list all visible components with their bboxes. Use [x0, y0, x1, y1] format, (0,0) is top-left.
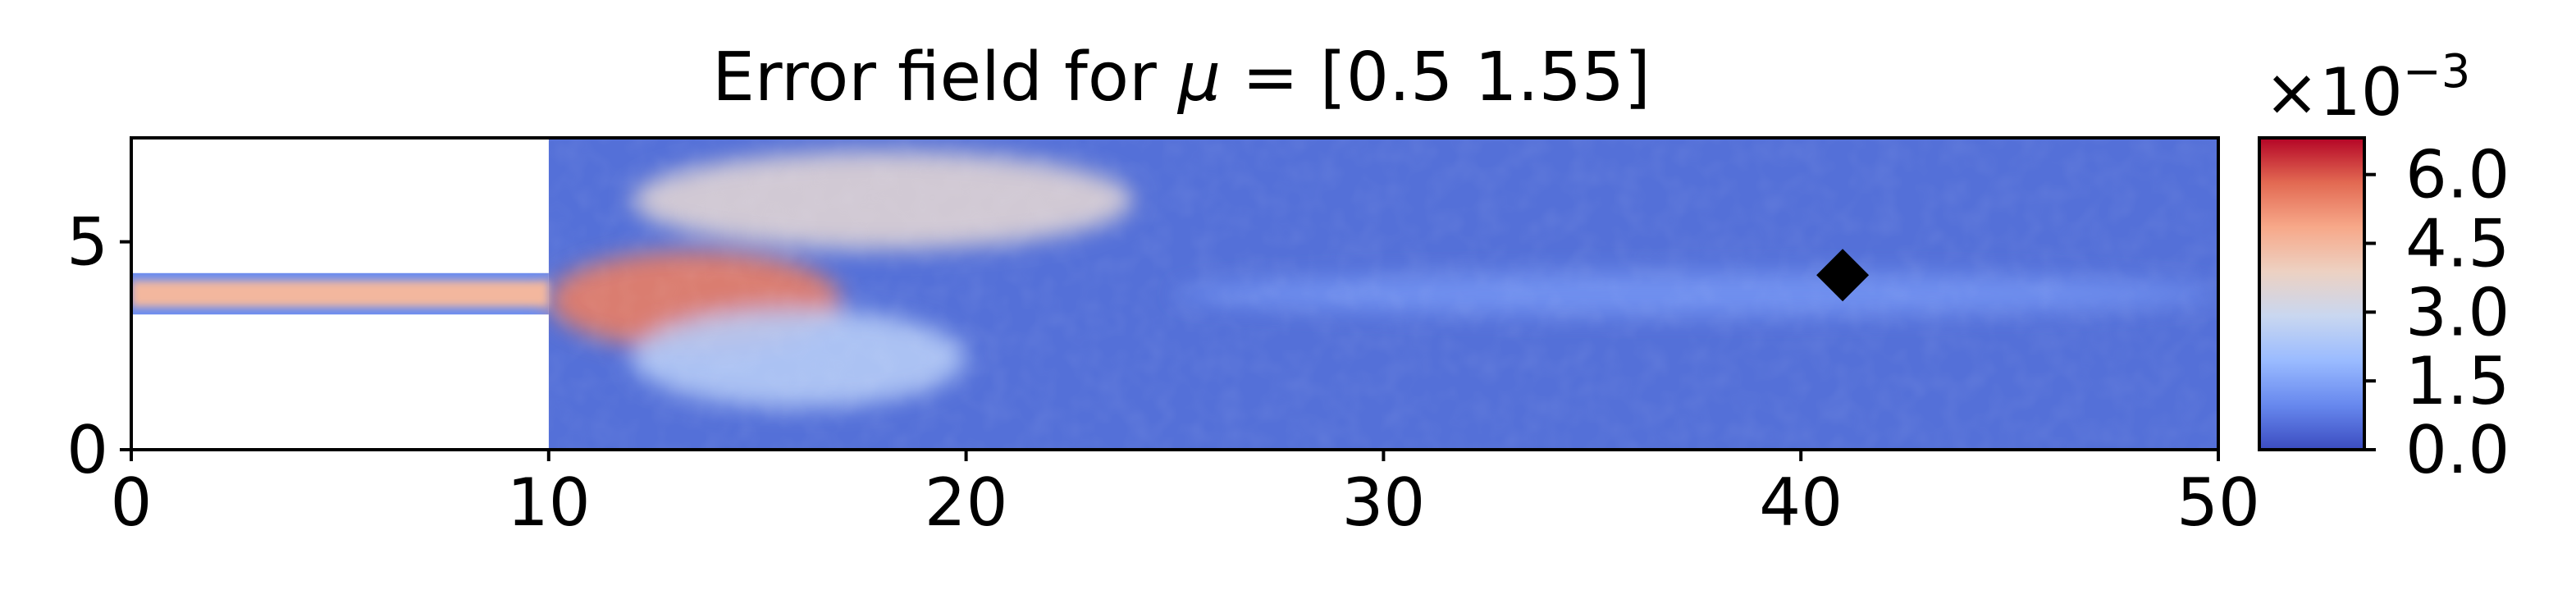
colorbar-scale-exponent: −3	[2403, 45, 2471, 98]
colorbar-tick-label: 1.5	[2405, 343, 2510, 419]
blank-lower-left	[131, 314, 549, 450]
colorbar-tick-label: 3.0	[2405, 274, 2510, 350]
diamond-marker	[1816, 249, 1870, 302]
blank-upper-left	[131, 138, 549, 273]
colorbar-tick-label: 0.0	[2405, 412, 2510, 488]
x-tick-label: 0	[111, 464, 153, 541]
inlet-jet-group	[131, 281, 549, 307]
x-tick-label: 40	[1759, 464, 1843, 541]
x-axis: 0 10 20 30 40 50	[111, 450, 2260, 541]
error-field-layer	[131, 138, 2218, 450]
colorbar-tick-label: 6.0	[2405, 137, 2510, 213]
colorbar-scale-label: ×10−3	[2264, 45, 2470, 130]
title-prefix: Error field for	[712, 39, 1178, 117]
x-tick-label: 50	[2176, 464, 2260, 541]
colorbar-frame	[2258, 136, 2366, 451]
x-tick-label: 20	[925, 464, 1008, 541]
inlet-jet-core	[131, 281, 549, 307]
y-tick-label: 5	[66, 204, 108, 281]
mesh-texture	[548, 138, 2218, 450]
y-tick-label: 0	[66, 412, 108, 488]
plot-area	[131, 138, 2218, 450]
title-suffix: = [0.5 1.55]	[1221, 39, 1651, 117]
colorbar: 0.01.53.04.56.0 ×10−3	[2258, 45, 2510, 488]
y-axis: 05	[66, 204, 131, 488]
colorbar-gradient	[2259, 138, 2364, 450]
plot-frame	[130, 136, 2220, 451]
chart-title: Error field for μ = [0.5 1.55]	[712, 39, 1651, 117]
colorbar-tick-label: 4.5	[2405, 206, 2510, 282]
marker-layer	[1816, 249, 1870, 302]
colorbar-ticks: 0.01.53.04.56.0	[2364, 137, 2510, 488]
x-tick-label: 30	[1342, 464, 1426, 541]
title-mu-symbol: μ	[1176, 39, 1221, 117]
colorbar-scale-base: ×10	[2264, 54, 2403, 130]
x-tick-label: 10	[507, 464, 591, 541]
